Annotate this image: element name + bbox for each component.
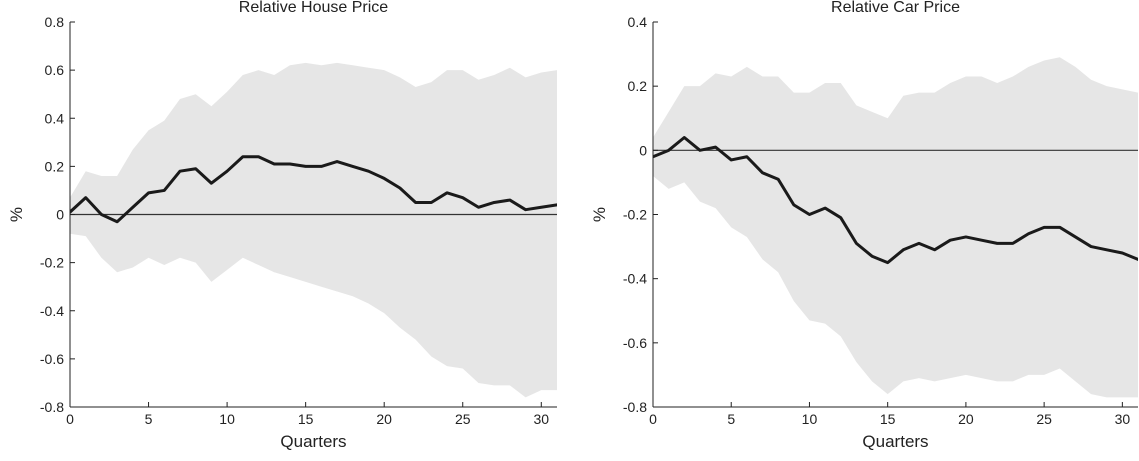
y-tick-label: 0.4: [45, 110, 65, 126]
y-tick-label: -0.6: [623, 335, 647, 351]
y-tick-label: 0.4: [628, 14, 648, 30]
chart-title: Relative House Price: [239, 0, 389, 16]
plot-area: [653, 57, 1138, 398]
chart-title: Relative Car Price: [831, 0, 960, 16]
y-tick-label: -0.2: [623, 207, 647, 223]
confidence-band: [70, 62, 557, 398]
y-tick-label: 0.2: [45, 158, 65, 174]
y-tick-label: -0.6: [40, 351, 64, 367]
plot-area: [70, 62, 557, 398]
x-tick-label: 15: [298, 411, 314, 427]
y-tick-label: -0.2: [40, 255, 64, 271]
y-tick-label: 0: [639, 142, 647, 158]
y-tick-label: 0.2: [628, 78, 648, 94]
x-tick-label: 10: [802, 411, 818, 427]
y-axis-label: %: [7, 207, 26, 222]
x-tick-label: 5: [727, 411, 735, 427]
x-tick-label: 20: [376, 411, 392, 427]
y-tick-label: 0.6: [45, 62, 65, 78]
x-tick-label: 15: [880, 411, 896, 427]
x-tick-label: 10: [219, 411, 235, 427]
y-tick-label: 0.8: [45, 14, 65, 30]
response-line: [70, 155, 557, 224]
house-price-panel: 0 5 10 15 20 25 30 -0.8 -0.6 -0.4 -0.2 0 0.2 0.4 0.6 0.…: [7, 0, 557, 451]
x-tick-label: 0: [649, 411, 657, 427]
y-tick-label: -0.4: [40, 303, 64, 319]
x-axis-label: Quarters: [862, 432, 928, 451]
y-tick-label: -0.8: [40, 399, 64, 415]
y-tick-label: -0.4: [623, 271, 647, 287]
x-tick-label: 25: [1036, 411, 1052, 427]
x-tick-label: 0: [66, 411, 74, 427]
x-tick-label: 20: [958, 411, 974, 427]
x-tick-label: 30: [1115, 411, 1131, 427]
y-axis-label: %: [590, 207, 609, 222]
x-tick-label: 5: [145, 411, 153, 427]
car-price-panel: 0 5 10 15 20 25 30 -0.8 -0.6 -0.4 -0.2 0 0.2 0.4 Relat…: [590, 0, 1138, 451]
response-line: [653, 136, 1138, 265]
confidence-band: [653, 57, 1138, 398]
y-tick-label: 0: [56, 207, 64, 223]
x-tick-label: 25: [455, 411, 471, 427]
x-tick-label: 30: [534, 411, 550, 427]
x-axis-label: Quarters: [280, 432, 346, 451]
y-tick-label: -0.8: [623, 399, 647, 415]
